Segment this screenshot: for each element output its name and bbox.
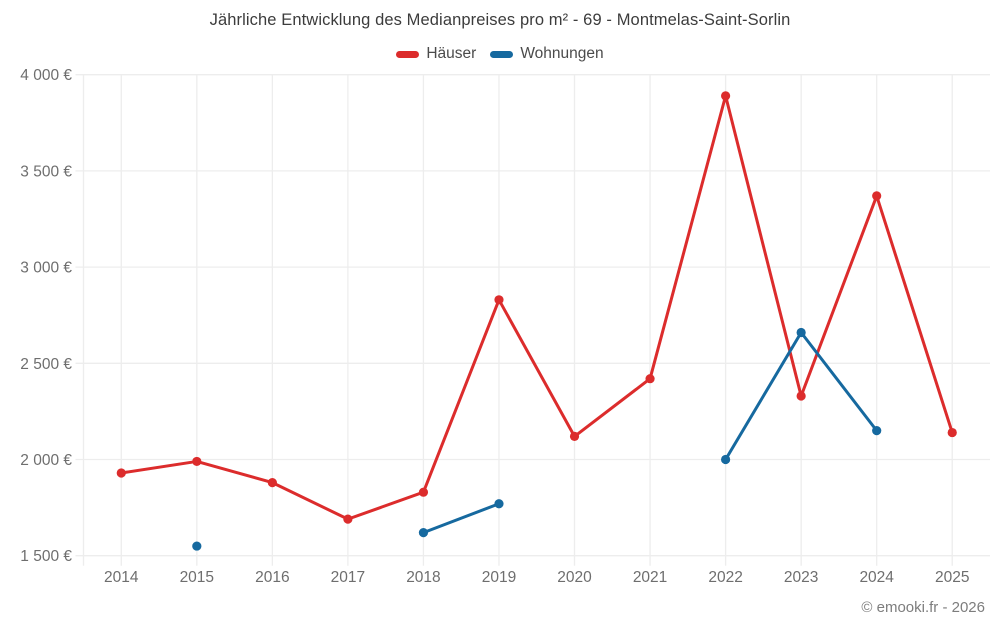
data-point-haeuser-2014 (116, 468, 126, 478)
legend-label-wohnungen: Wohnungen (520, 45, 604, 62)
haeuser-series-color-marker (396, 50, 420, 58)
y-axis-tick-label: 1 500 € (20, 548, 72, 565)
x-axis-tick-label: 2014 (104, 569, 139, 586)
x-axis-tick-label: 2024 (859, 569, 894, 586)
data-point-wohnungen-2019 (494, 499, 504, 509)
x-axis-tick-label: 2025 (935, 569, 969, 586)
chart-legend: Häuser Wohnungen (0, 45, 1000, 63)
data-point-haeuser-2023 (796, 391, 806, 401)
data-point-haeuser-2021 (645, 374, 655, 384)
x-axis-tick-label: 2016 (255, 569, 289, 586)
series-line-wohnungen (421, 502, 501, 535)
legend-item-haeuser[interactable]: Häuser (396, 45, 476, 63)
data-point-wohnungen-2015 (192, 541, 202, 551)
wohnungen-series-color-marker (490, 50, 514, 58)
data-point-haeuser-2018 (418, 487, 429, 497)
x-axis-tick-label: 2019 (482, 569, 516, 586)
series-line-haeuser (119, 94, 954, 521)
x-axis-tick-label: 2022 (708, 569, 742, 586)
data-point-wohnungen-2018 (418, 528, 429, 538)
legend-item-wohnungen[interactable]: Wohnungen (490, 45, 604, 63)
data-point-wohnungen-2024 (872, 426, 882, 436)
data-point-haeuser-2020 (569, 431, 580, 442)
x-axis-tick-label: 2018 (406, 569, 440, 586)
chart-title: Jährliche Entwicklung des Medianpreises … (209, 11, 791, 29)
data-point-wohnungen-2023 (796, 327, 806, 338)
x-axis-tick-label: 2023 (784, 569, 818, 586)
data-point-haeuser-2017 (343, 514, 353, 524)
data-point-haeuser-2019 (494, 295, 504, 305)
legend-label-haeuser: Häuser (426, 45, 477, 62)
x-axis-tick-label: 2021 (633, 569, 667, 586)
x-axis-tick-label: 2017 (331, 569, 365, 586)
copyright-attribution: © emooki.fr - 2026 (861, 599, 985, 616)
data-point-haeuser-2015 (192, 456, 202, 467)
data-point-haeuser-2025 (947, 427, 957, 438)
y-axis-tick-label: 3 000 € (20, 260, 72, 277)
y-axis-tick-label: 2 000 € (20, 452, 72, 469)
y-axis-tick-label: 2 500 € (20, 356, 72, 373)
data-point-haeuser-2024 (872, 191, 882, 201)
x-axis-tick-label: 2020 (557, 569, 592, 586)
data-point-wohnungen-2022 (721, 454, 731, 465)
y-axis-tick-label: 3 500 € (20, 163, 72, 180)
y-axis-tick-label: 4 000 € (20, 67, 72, 84)
data-point-haeuser-2022 (721, 91, 731, 101)
x-axis-tick-label: 2015 (180, 569, 214, 586)
data-point-haeuser-2016 (267, 477, 277, 488)
